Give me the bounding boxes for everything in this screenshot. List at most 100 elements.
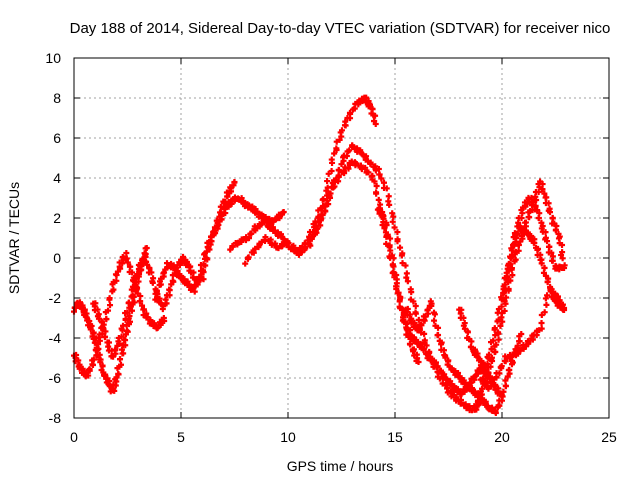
data-point xyxy=(525,339,532,346)
data-point xyxy=(376,171,383,178)
data-point xyxy=(200,261,207,268)
data-point xyxy=(538,325,545,332)
data-point xyxy=(169,277,176,284)
data-point xyxy=(487,363,494,370)
data-point xyxy=(113,374,120,381)
data-point xyxy=(488,354,495,361)
data-point xyxy=(142,258,149,265)
data-point xyxy=(149,279,156,286)
data-point xyxy=(394,229,401,236)
data-point xyxy=(139,302,146,309)
data-point xyxy=(507,261,514,268)
data-point xyxy=(435,324,442,331)
data-point xyxy=(308,234,315,241)
data-point xyxy=(97,359,104,366)
data-point xyxy=(502,377,509,384)
data-point xyxy=(129,292,136,299)
data-point xyxy=(367,159,374,166)
data-point xyxy=(375,196,382,203)
data-point xyxy=(483,373,490,380)
data-point xyxy=(424,307,431,314)
data-point xyxy=(359,151,366,158)
data-point xyxy=(261,219,268,226)
data-point xyxy=(500,388,507,395)
data-point xyxy=(335,172,342,179)
data-point xyxy=(333,145,340,152)
data-point xyxy=(221,206,228,213)
data-point xyxy=(498,303,505,310)
data-point xyxy=(138,263,145,270)
data-point xyxy=(389,218,396,225)
y-tick-label: 6 xyxy=(53,130,61,146)
data-point xyxy=(111,347,118,354)
data-point xyxy=(82,313,89,320)
series-satellite-track-9 xyxy=(402,298,525,417)
data-point xyxy=(387,235,394,242)
data-point xyxy=(245,254,252,261)
data-point xyxy=(302,245,309,252)
data-point xyxy=(347,110,354,117)
data-point xyxy=(166,286,173,293)
data-point xyxy=(383,185,390,192)
data-point xyxy=(380,215,387,222)
data-point xyxy=(561,265,568,271)
data-point xyxy=(129,269,136,276)
data-point xyxy=(106,295,113,302)
data-point xyxy=(268,241,275,248)
data-point xyxy=(331,150,338,157)
data-point xyxy=(450,391,457,398)
data-point xyxy=(548,249,555,256)
data-point xyxy=(262,234,269,241)
data-point xyxy=(394,238,401,245)
data-point xyxy=(504,265,511,272)
data-point xyxy=(468,338,475,345)
data-point xyxy=(118,333,125,340)
data-point xyxy=(410,348,417,355)
data-point xyxy=(394,290,401,297)
data-point xyxy=(537,256,544,263)
data-point xyxy=(506,366,513,373)
data-point xyxy=(434,363,441,370)
data-point xyxy=(120,350,127,357)
x-axis-label: GPS time / hours xyxy=(287,458,394,474)
data-point xyxy=(153,287,160,294)
data-point xyxy=(498,392,505,399)
y-axis-label: SDTVAR / TECUs xyxy=(6,182,22,294)
data-point xyxy=(412,303,419,310)
data-point xyxy=(349,142,356,149)
data-point xyxy=(495,336,502,343)
data-point xyxy=(98,319,105,326)
data-point xyxy=(559,255,566,262)
data-point xyxy=(517,223,524,230)
data-point xyxy=(372,112,379,119)
data-point xyxy=(493,341,500,348)
data-point xyxy=(496,370,503,377)
data-point xyxy=(467,344,474,351)
data-point xyxy=(386,201,393,208)
data-point xyxy=(71,304,78,311)
data-point xyxy=(86,366,93,373)
y-tick-label: 4 xyxy=(53,170,61,186)
data-point xyxy=(505,285,512,292)
data-point xyxy=(371,163,378,170)
data-point xyxy=(256,242,263,249)
data-point xyxy=(342,118,349,125)
data-point xyxy=(119,260,126,267)
data-point xyxy=(248,230,255,237)
data-point xyxy=(184,280,191,287)
x-tick-label: 15 xyxy=(387,429,403,445)
data-point xyxy=(547,209,554,216)
data-point xyxy=(501,307,508,314)
data-point xyxy=(421,330,428,337)
data-point xyxy=(90,329,97,336)
data-point xyxy=(545,200,552,207)
data-point xyxy=(403,274,410,281)
data-point xyxy=(280,209,287,215)
data-point xyxy=(317,217,324,224)
x-tick-label: 10 xyxy=(280,429,296,445)
data-point xyxy=(122,342,129,349)
data-point xyxy=(542,295,549,302)
data-point xyxy=(381,225,388,232)
data-point xyxy=(559,241,566,248)
